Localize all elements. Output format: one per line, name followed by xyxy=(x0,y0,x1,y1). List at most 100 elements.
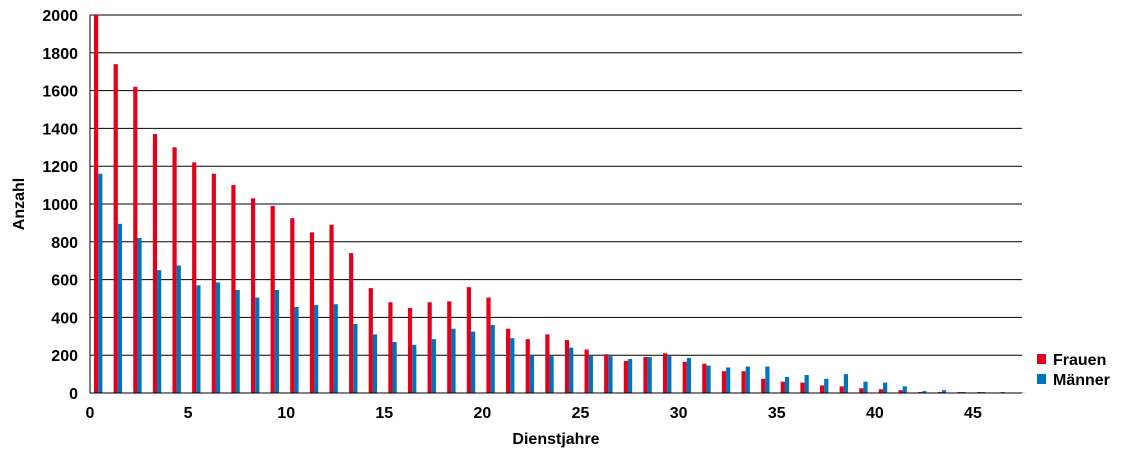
bar-mnner xyxy=(941,390,947,393)
bar-mnner xyxy=(137,238,142,393)
bar-frauen xyxy=(604,354,609,393)
bar-frauen xyxy=(231,185,236,393)
bar-frauen xyxy=(329,224,334,393)
bar-frauen xyxy=(211,173,216,393)
bars xyxy=(94,15,1025,393)
bar-mnner xyxy=(372,334,378,393)
bar-frauen xyxy=(721,371,727,393)
bar-mnner xyxy=(157,270,162,393)
bar-frauen xyxy=(663,353,668,393)
bar-mnner xyxy=(667,356,672,393)
bar-frauen xyxy=(682,361,687,393)
bar-frauen xyxy=(290,218,295,393)
x-tick-label: 5 xyxy=(184,405,193,422)
bar-mnner xyxy=(569,347,574,393)
bar-mnner xyxy=(235,290,240,393)
x-tick-label: 40 xyxy=(866,405,884,422)
bar-mnner xyxy=(529,355,535,393)
bar-mnner xyxy=(804,375,809,393)
bar-mnner xyxy=(176,265,181,393)
legend-label: Männer xyxy=(1053,372,1110,389)
y-tick-label: 600 xyxy=(51,273,78,290)
y-tick-label: 2000 xyxy=(42,8,78,25)
legend-swatch xyxy=(1037,374,1046,384)
x-tick-label: 15 xyxy=(375,405,393,422)
y-tick-label: 1600 xyxy=(42,84,78,101)
bar-mnner xyxy=(196,285,201,393)
x-tick-label: 45 xyxy=(964,405,982,422)
bar-mnner xyxy=(883,382,888,393)
bar-frauen xyxy=(388,302,393,393)
bar-frauen xyxy=(800,382,805,393)
axes xyxy=(89,15,1022,394)
bar-frauen xyxy=(623,360,628,393)
bar-frauen xyxy=(172,147,177,393)
y-tick-label: 1200 xyxy=(42,159,78,176)
bar-mnner xyxy=(274,290,279,393)
bar-mnner xyxy=(608,356,613,393)
y-tick-label: 400 xyxy=(51,310,78,327)
bar-frauen xyxy=(761,378,766,393)
y-tick-labels: 0 200 400 600 800 1000 1200 1400 1600 1800 2000 xyxy=(42,8,78,403)
bar-mnner xyxy=(392,341,397,393)
bar-frauen xyxy=(525,339,530,393)
bar-mnner xyxy=(765,366,770,393)
bar-frauen xyxy=(702,363,707,393)
bar-frauen xyxy=(545,334,550,393)
bar-mnner xyxy=(333,304,338,393)
bar-mnner xyxy=(726,367,731,393)
bar-mnner xyxy=(745,366,750,393)
bar-frauen xyxy=(447,301,452,393)
legend-label: Frauen xyxy=(1053,352,1106,369)
bar-mnner xyxy=(255,297,260,393)
bar-frauen xyxy=(133,86,138,393)
y-tick-label: 1400 xyxy=(42,121,78,138)
x-tick-label: 30 xyxy=(670,405,688,422)
x-tick-label: 20 xyxy=(474,405,492,422)
bar-mnner xyxy=(412,344,417,393)
bar-mnner xyxy=(588,355,593,393)
bar-frauen xyxy=(152,134,158,393)
bar-mnner xyxy=(314,305,319,393)
bar-frauen xyxy=(859,388,864,393)
x-tick-label: 25 xyxy=(572,405,590,422)
bar-frauen xyxy=(192,162,197,393)
bar-mnner xyxy=(431,339,436,393)
bar-frauen xyxy=(113,64,118,393)
bar-mnner xyxy=(843,374,848,393)
bar-frauen xyxy=(349,253,354,393)
bar-mnner xyxy=(490,324,495,393)
x-tick-labels: 0 5 10 15 20 25 30 35 40 45 xyxy=(86,405,982,422)
bar-mnner xyxy=(922,391,927,393)
bar-mnner xyxy=(647,357,652,393)
bar-frauen xyxy=(250,198,256,393)
y-tick-label: 200 xyxy=(51,348,78,365)
bar-frauen xyxy=(643,357,648,393)
legend: Frauen Männer xyxy=(1037,352,1110,389)
bar-frauen xyxy=(839,386,844,393)
bar-mnner xyxy=(549,356,554,393)
y-tick-label: 1000 xyxy=(42,197,78,214)
bar-frauen xyxy=(94,15,99,393)
bar-mnner xyxy=(784,376,790,393)
bar-frauen xyxy=(741,371,746,393)
bar-mnner xyxy=(451,328,456,393)
y-axis-title: Anzahl xyxy=(11,178,28,230)
bar-mnner xyxy=(627,358,633,393)
bar-frauen xyxy=(486,297,491,393)
bar-mnner xyxy=(902,386,907,393)
legend-swatch xyxy=(1037,354,1046,364)
bar-frauen xyxy=(584,349,589,393)
bar-frauen xyxy=(368,288,373,393)
bar-mnner xyxy=(98,173,103,393)
bar-frauen xyxy=(270,205,275,393)
bar-frauen xyxy=(780,381,785,393)
bar-mnner xyxy=(510,338,515,393)
bar-mnner xyxy=(215,282,221,393)
bar-mnner xyxy=(863,381,868,393)
x-tick-label: 10 xyxy=(277,405,295,422)
x-axis-title: Dienstjahre xyxy=(512,431,599,448)
bar-mnner xyxy=(471,331,476,393)
gridlines xyxy=(90,14,1022,356)
